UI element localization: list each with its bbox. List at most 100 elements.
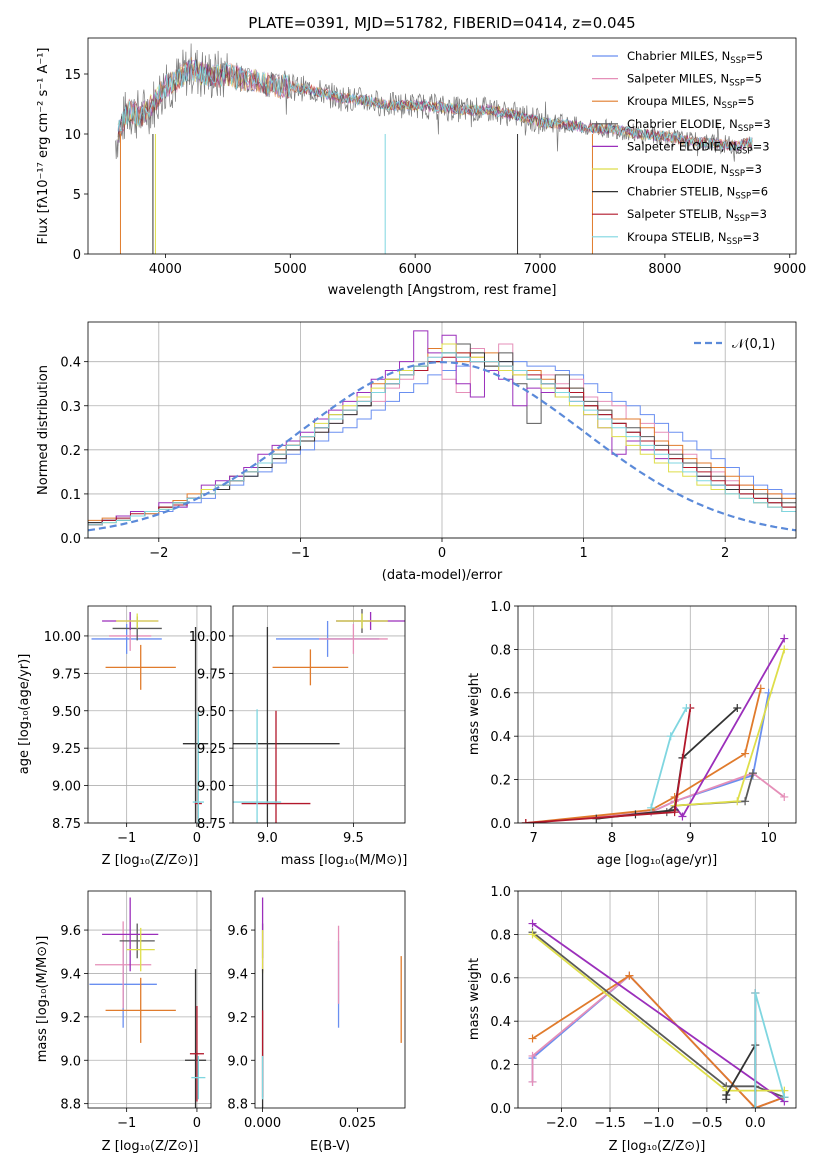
mass-weight-marker [741, 797, 750, 806]
y-tick-label: 5 [73, 188, 81, 203]
y-tick-label: 0.0 [60, 532, 81, 547]
axes-frame [517, 605, 797, 824]
x-tick-label: 6000 [399, 262, 432, 277]
x-tick-label: 10 [760, 831, 777, 846]
x-tick-label: 9 [686, 831, 694, 846]
y-tick-label: 0.1 [60, 488, 81, 503]
y-tick-label: 0.3 [60, 400, 81, 415]
figure-title: PLATE=0391, MJD=51782, FIBERID=0414, z=0… [248, 14, 635, 32]
y-axis-label: age [log₁₀(age/yr)] [17, 654, 32, 775]
legend-label: 𝒩(0,1) [732, 337, 775, 352]
mass-weight-marker [528, 1077, 537, 1086]
legend-label: Kroupa STELIB, NSSP=3 [627, 230, 759, 247]
y-tick-label: 0.2 [490, 774, 511, 789]
y-tick-label: 9.0 [227, 1054, 248, 1069]
mass-weight-marker [678, 812, 687, 821]
mass-weight-line [532, 974, 785, 1108]
y-tick-label: 9.0 [60, 1054, 81, 1069]
axes-frame [232, 605, 406, 824]
plot-area-0 [115, 43, 753, 254]
y-tick-label: 9.4 [60, 967, 81, 982]
histogram-series [88, 361, 796, 538]
y-tick-label: 9.4 [227, 967, 248, 982]
x-tick-label: 0.025 [339, 1116, 376, 1131]
x-tick-label: 7 [530, 831, 538, 846]
legend-label: Chabrier ELODIE, NSSP=3 [627, 117, 771, 134]
x-tick-label: 7000 [523, 262, 556, 277]
mass-weight-marker [741, 749, 750, 758]
x-tick-label: −2.0 [546, 1116, 578, 1131]
model-spectrum [117, 59, 753, 152]
normal-curve [88, 360, 796, 532]
y-tick-label: 0.0 [490, 1102, 511, 1117]
x-tick-label: 5000 [274, 262, 307, 277]
y-tick-label: 9.00 [52, 780, 81, 795]
legend-label: Salpeter MILES, NSSP=5 [627, 72, 762, 89]
mass-weight-marker [521, 819, 530, 823]
x-tick-label: 0 [193, 1116, 201, 1131]
plot-area-2 [91, 611, 209, 823]
axes-frame [87, 321, 797, 539]
x-tick-label: −1 [117, 1116, 136, 1131]
x-tick-label: 9.5 [343, 831, 364, 846]
model-spectrum [117, 62, 753, 151]
x-tick-label: 4000 [149, 262, 182, 277]
legend-label: Chabrier STELIB, NSSP=6 [627, 185, 768, 202]
x-axis-label: mass [log₁₀(M/M⊙)] [281, 853, 408, 868]
mass-weight-marker [733, 703, 742, 712]
mass-weight-marker [528, 930, 537, 939]
y-tick-label: 8.8 [60, 1098, 81, 1113]
y-tick-label: 9.6 [60, 924, 81, 939]
y-tick-label: 9.00 [197, 780, 226, 795]
y-tick-label: 9.75 [197, 667, 226, 682]
y-tick-label: 8.75 [197, 817, 226, 832]
y-tick-label: 9.2 [60, 1011, 81, 1026]
x-axis-label: Z [log₁₀(Z/Z⊙)] [102, 1139, 199, 1154]
legend-label: Chabrier MILES, NSSP=5 [627, 49, 763, 66]
y-tick-label: 0 [73, 248, 81, 263]
mass-weight-marker [528, 919, 537, 928]
x-axis-label: wavelength [Angstrom, rest frame] [328, 283, 557, 298]
mass-weight-marker [670, 808, 679, 817]
y-tick-label: 8.75 [52, 817, 81, 832]
x-tick-label: 8000 [648, 262, 681, 277]
plot-area-3 [233, 608, 405, 823]
mass-weight-marker [780, 634, 789, 643]
mass-weight-marker [733, 797, 742, 806]
axes-frame [87, 37, 797, 255]
x-tick-label: −2 [149, 546, 168, 561]
mass-weight-marker [625, 971, 634, 980]
x-tick-label: 0.0 [745, 1116, 766, 1131]
mass-weight-marker [780, 1093, 789, 1102]
mass-weight-marker [748, 769, 757, 778]
x-tick-label: −1 [291, 546, 310, 561]
axes-frame [517, 890, 797, 1109]
plot-area-6 [261, 897, 402, 1108]
x-tick-label: 0 [438, 546, 446, 561]
x-tick-label: 9000 [773, 262, 806, 277]
axes-frame [254, 890, 406, 1109]
plot-area-1 [88, 330, 796, 538]
axes-frame [87, 890, 212, 1109]
x-axis-label: age [log₁₀(age/yr)] [597, 853, 718, 868]
y-axis-label: mass weight [467, 673, 482, 755]
histogram-series [88, 352, 796, 538]
y-tick-label: 0.4 [60, 356, 81, 371]
y-tick-label: 0.6 [490, 687, 511, 702]
mass-weight-marker [756, 684, 765, 693]
y-tick-label: 0.8 [490, 643, 511, 658]
x-tick-label: −0.5 [691, 1116, 723, 1131]
x-tick-label: 2 [721, 546, 729, 561]
plot-area-4 [521, 634, 789, 823]
y-tick-label: 0.2 [60, 444, 81, 459]
mass-weight-marker [780, 792, 789, 801]
y-tick-label: 0.8 [490, 928, 511, 943]
y-tick-label: 0.2 [490, 1059, 511, 1074]
y-tick-label: 0.6 [490, 972, 511, 987]
y-axis-label: Flux [fλ10⁻¹⁷ erg cm⁻² s⁻¹ A⁻¹] [36, 48, 51, 245]
y-tick-label: 1.0 [490, 600, 511, 615]
x-tick-label: 0 [193, 831, 201, 846]
y-tick-label: 0.4 [490, 1015, 511, 1030]
y-tick-label: 8.8 [227, 1098, 248, 1113]
